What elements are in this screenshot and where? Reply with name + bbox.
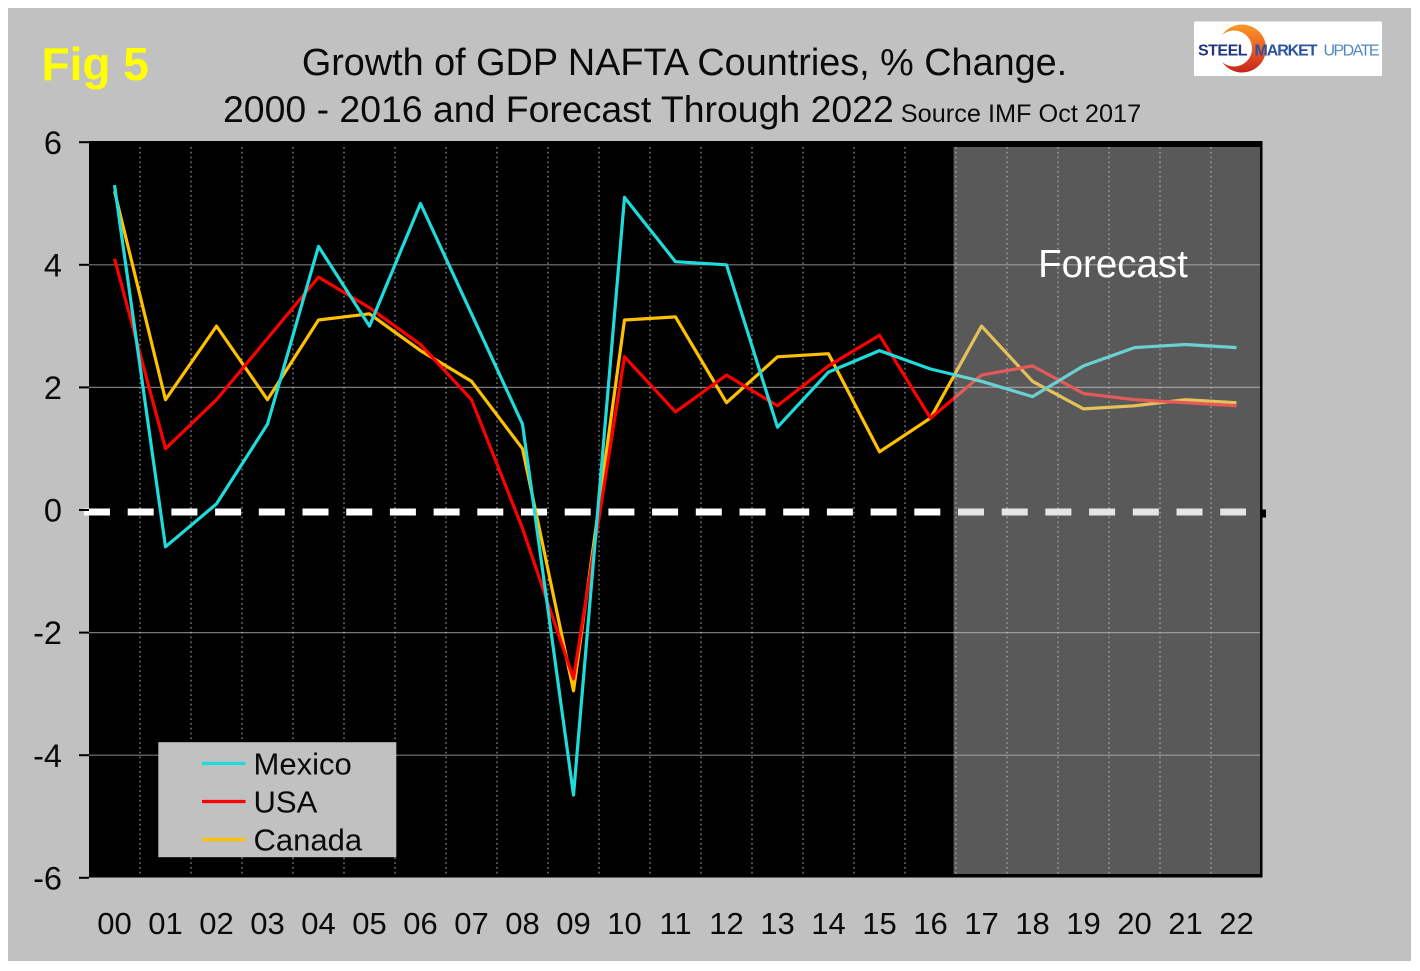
- svg-text:2: 2: [44, 370, 62, 406]
- svg-text:Mexico: Mexico: [254, 747, 352, 782]
- svg-text:08: 08: [505, 906, 539, 941]
- svg-text:06: 06: [403, 906, 437, 941]
- svg-text:STEEL: STEEL: [1198, 42, 1248, 59]
- svg-text:2000 - 2016 and Forecast Throu: 2000 - 2016 and Forecast Through 2022 So…: [223, 88, 1141, 130]
- svg-text:04: 04: [301, 906, 335, 941]
- svg-text:Fig 5: Fig 5: [42, 38, 149, 90]
- svg-text:05: 05: [352, 906, 386, 941]
- svg-text:07: 07: [454, 906, 488, 941]
- svg-text:22: 22: [1219, 906, 1253, 941]
- svg-text:09: 09: [556, 906, 590, 941]
- svg-text:14: 14: [811, 906, 845, 941]
- svg-text:17: 17: [964, 906, 998, 941]
- svg-text:12: 12: [709, 906, 743, 941]
- svg-text:02: 02: [199, 906, 233, 941]
- svg-text:11: 11: [659, 906, 691, 941]
- svg-text:4: 4: [44, 247, 62, 283]
- svg-text:Forecast: Forecast: [1038, 243, 1188, 286]
- svg-text:Growth of GDP NAFTA Countries,: Growth of GDP NAFTA Countries, % Change.: [302, 42, 1067, 84]
- svg-text:13: 13: [760, 906, 794, 941]
- svg-text:-2: -2: [33, 615, 62, 651]
- svg-text:UPDATE: UPDATE: [1324, 42, 1380, 59]
- svg-text:21: 21: [1168, 906, 1202, 941]
- svg-text:03: 03: [250, 906, 284, 941]
- svg-text:MARKET: MARKET: [1255, 42, 1318, 59]
- svg-text:00: 00: [97, 906, 131, 941]
- svg-text:Canada: Canada: [254, 823, 363, 858]
- svg-text:-6: -6: [33, 860, 62, 896]
- svg-text:16: 16: [913, 906, 947, 941]
- svg-text:USA: USA: [254, 785, 318, 820]
- svg-text:18: 18: [1015, 906, 1049, 941]
- svg-text:-4: -4: [33, 738, 62, 774]
- svg-text:0: 0: [44, 493, 62, 529]
- svg-text:15: 15: [862, 906, 896, 941]
- svg-text:19: 19: [1066, 906, 1100, 941]
- svg-text:20: 20: [1117, 906, 1151, 941]
- svg-text:6: 6: [44, 125, 62, 161]
- svg-text:01: 01: [148, 906, 182, 941]
- svg-text:10: 10: [607, 906, 641, 941]
